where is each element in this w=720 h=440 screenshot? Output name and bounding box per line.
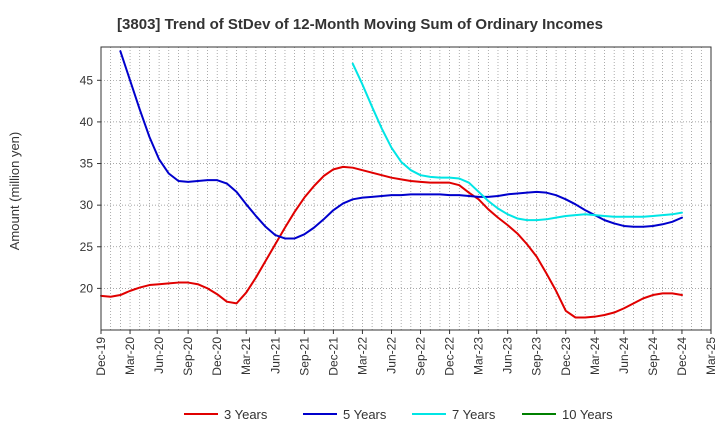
x-tick-label: Dec-24 [675,337,689,376]
x-tick-label: Mar-24 [588,337,602,375]
legend-label: 10 Years [562,407,613,422]
x-tick-label: Sep-24 [646,337,660,376]
plot-border [100,46,712,331]
x-tick-label: Sep-21 [297,337,311,376]
x-tick-label: Sep-20 [181,337,195,376]
legend-label: 3 Years [224,407,268,422]
series-layer [100,50,683,319]
x-tick-label: Mar-23 [472,337,486,375]
x-tick-label: Dec-21 [326,337,340,376]
legend: 3 Years 5 Years 7 Years 10 Years [184,407,613,422]
chart-title: [3803] Trend of StDev of 12-Month Moving… [117,16,603,33]
y-tick-label: 20 [80,281,94,295]
x-tick-label: Mar-25 [704,337,718,375]
series-line-7-years [351,62,683,222]
series-line-3-years [100,165,683,319]
x-tick-label: Dec-23 [559,337,573,376]
x-tick-label: Jun-24 [617,337,631,374]
x-axis-ticks: Dec-19 Mar-20 Jun-20 Sep-20 Dec-20 Mar-21 Jun-… [94,330,718,376]
x-tick-label: Sep-22 [414,337,428,376]
x-tick-label: Dec-22 [443,337,457,376]
legend-label: 7 Years [452,407,496,422]
y-tick-label: 30 [80,198,94,212]
plot-area [101,47,711,330]
y-tick-label: 40 [80,115,94,129]
x-tick-label: Mar-21 [239,337,253,375]
y-axis-title: Amount (million yen) [7,132,22,251]
x-tick-label: Sep-23 [530,337,544,376]
plot-background [101,47,711,330]
x-tick-label: Mar-22 [355,337,369,375]
y-tick-label: 35 [80,157,94,171]
legend-label: 5 Years [343,407,387,422]
y-tick-label: 45 [80,73,94,87]
x-tick-label: Jun-23 [501,337,515,374]
x-tick-label: Jun-22 [384,337,398,374]
y-axis-ticks: 20 25 30 35 40 45 [80,73,101,295]
x-tick-label: Dec-19 [94,337,108,376]
x-tick-label: Jun-20 [152,337,166,374]
y-tick-label: 25 [80,240,94,254]
series-line-5-years [119,50,683,240]
x-tick-label: Mar-20 [123,337,137,375]
x-tick-label: Jun-21 [268,337,282,374]
grid-lines [101,47,711,330]
plot-frame [100,46,712,331]
x-tick-label: Dec-20 [210,337,224,376]
